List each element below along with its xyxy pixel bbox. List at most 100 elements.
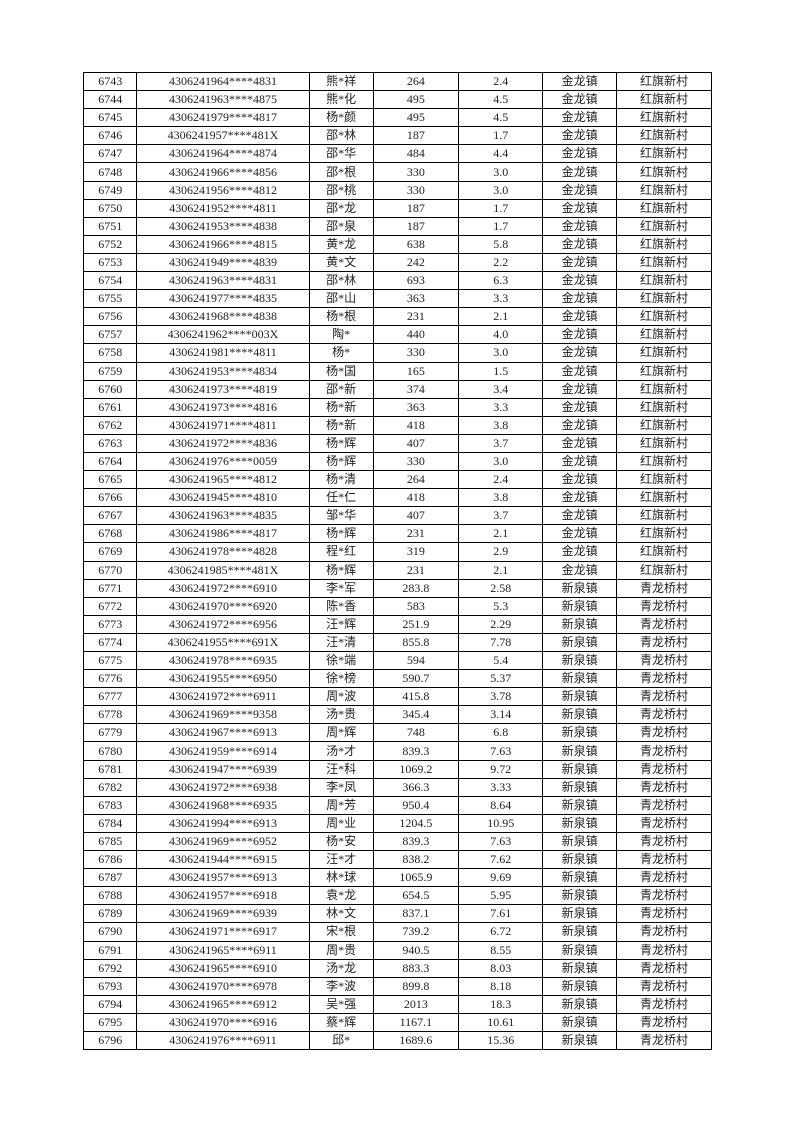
cell-name: 杨*清 <box>308 470 374 490</box>
cell-town: 金龙镇 <box>542 252 617 273</box>
cell-id-number: 4306241979****4817 <box>136 108 310 128</box>
table-row: 6786 4306241944****6915 汪*才 838.2 7.62 新泉镇 青龙桥… <box>82 850 713 870</box>
cell-village: 青龙桥村 <box>615 813 713 833</box>
cell-amount: 6.3 <box>458 271 544 291</box>
table-row: 6790 4306241971****6917 宋*根 739.2 6.72 新泉镇 青龙桥… <box>82 922 713 942</box>
cell-village: 红旗新村 <box>615 415 713 435</box>
cell-area: 231 <box>372 560 460 580</box>
cell-amount: 4.0 <box>458 325 544 345</box>
cell-id-number: 4306241964****4874 <box>136 144 310 164</box>
cell-area: 363 <box>372 289 460 309</box>
cell-id-number: 4306241969****9358 <box>136 705 310 725</box>
cell-row-number: 6768 <box>82 524 138 544</box>
table-row: 6745 4306241979****4817 杨*颜 495 4.5 金龙镇 红旗新村 <box>82 108 713 128</box>
cell-amount: 8.55 <box>458 940 544 960</box>
cell-town: 新泉镇 <box>542 1012 617 1032</box>
cell-area: 2013 <box>372 994 460 1014</box>
cell-row-number: 6788 <box>82 886 138 906</box>
cell-amount: 3.33 <box>458 777 544 797</box>
cell-name: 林*文 <box>308 904 374 924</box>
cell-amount: 7.62 <box>458 850 544 870</box>
cell-id-number: 4306241947****6939 <box>136 759 310 779</box>
table-row: 6784 4306241994****6913 周*业 1204.5 10.95 新泉镇青… <box>82 813 713 833</box>
table-row: 6766 4306241945****4810 任*仁 418 3.8 金龙镇 红旗新村 <box>82 488 713 508</box>
cell-name: 程*红 <box>308 542 374 562</box>
cell-id-number: 4306241972****6938 <box>136 777 310 797</box>
cell-row-number: 6769 <box>82 542 138 562</box>
cell-row-number: 6745 <box>82 108 138 128</box>
cell-area: 231 <box>372 307 460 327</box>
cell-name: 杨*新 <box>308 415 374 435</box>
cell-village: 青龙桥村 <box>615 723 713 743</box>
table-row: 6762 4306241971****4811 杨*新 418 3.8 金龙镇 红旗新村 <box>82 415 713 435</box>
cell-name: 周*波 <box>308 687 374 707</box>
cell-name: 邵*林 <box>308 271 374 291</box>
cell-amount: 3.3 <box>458 397 544 417</box>
cell-town: 新泉镇 <box>542 669 617 689</box>
cell-village: 青龙桥村 <box>615 940 713 960</box>
cell-id-number: 4306241965****6912 <box>136 994 310 1014</box>
cell-row-number: 6777 <box>82 687 138 707</box>
cell-row-number: 6789 <box>82 904 138 924</box>
cell-amount: 3.0 <box>458 343 544 363</box>
cell-id-number: 4306241949****4839 <box>136 252 310 273</box>
table-row: 6755 4306241977****4835 邵*山 363 3.3 金龙镇 红旗新村 <box>82 289 713 309</box>
cell-town: 新泉镇 <box>542 759 617 779</box>
cell-row-number: 6765 <box>82 470 138 490</box>
table-row: 6774 4306241955****691X 汪*清 855.8 7.78 新泉镇 青龙桥… <box>82 632 713 653</box>
cell-row-number: 6766 <box>82 488 138 508</box>
cell-row-number: 6761 <box>82 397 138 417</box>
cell-id-number: 4306241977****4835 <box>136 289 310 309</box>
cell-village: 青龙桥村 <box>615 650 713 671</box>
cell-area: 264 <box>372 71 460 92</box>
cell-name: 汤*贵 <box>308 705 374 725</box>
cell-village: 红旗新村 <box>615 343 713 363</box>
cell-amount: 9.69 <box>458 868 544 888</box>
cell-town: 新泉镇 <box>542 831 617 852</box>
cell-area: 407 <box>372 506 460 526</box>
cell-row-number: 6782 <box>82 777 138 797</box>
cell-amount: 3.7 <box>458 506 544 526</box>
cell-area: 583 <box>372 596 460 616</box>
cell-name: 杨*新 <box>308 397 374 417</box>
cell-name: 邹*华 <box>308 506 374 526</box>
cell-amount: 3.8 <box>458 415 544 435</box>
cell-amount: 5.8 <box>458 234 544 254</box>
cell-amount: 3.0 <box>458 180 544 200</box>
cell-id-number: 4306241945****4810 <box>136 488 310 508</box>
cell-id-number: 4306241994****6913 <box>136 813 310 833</box>
table-body: 6743 4306241964****4831 熊*祥 264 2.4 金龙镇 红旗新村 67… <box>82 71 713 1051</box>
cell-row-number: 6757 <box>82 325 138 345</box>
table-row: 6756 4306241968****4838 杨*根 231 2.1 金龙镇 红旗新村 <box>82 307 713 327</box>
cell-village: 青龙桥村 <box>615 1012 713 1032</box>
cell-id-number: 4306241976****6911 <box>136 1030 310 1051</box>
cell-village: 青龙桥村 <box>615 904 713 924</box>
cell-village: 青龙桥村 <box>615 669 713 689</box>
cell-row-number: 6773 <box>82 614 138 634</box>
table-row: 6749 4306241956****4812 邵*桃 330 3.0 金龙镇 红旗新村 <box>82 180 713 200</box>
cell-area: 330 <box>372 162 460 182</box>
cell-area: 407 <box>372 433 460 453</box>
cell-town: 新泉镇 <box>542 632 617 653</box>
cell-town: 金龙镇 <box>542 180 617 200</box>
cell-area: 855.8 <box>372 632 460 653</box>
table-row: 6747 4306241964****4874 邵*华 484 4.4 金龙镇 红旗新村 <box>82 144 713 164</box>
cell-name: 周*贵 <box>308 940 374 960</box>
cell-amount: 3.7 <box>458 433 544 453</box>
table-row: 6744 4306241963****4875 熊*化 495 4.5 金龙镇 红旗新村 <box>82 90 713 110</box>
cell-village: 青龙桥村 <box>615 976 713 996</box>
cell-name: 汤*龙 <box>308 958 374 978</box>
cell-name: 陶* <box>308 325 374 345</box>
table-row: 6769 4306241978****4828 程*红 319 2.9 金龙镇 红旗新村 <box>82 542 713 562</box>
cell-name: 邵*根 <box>308 162 374 182</box>
cell-row-number: 6779 <box>82 723 138 743</box>
cell-id-number: 4306241962****003X <box>136 325 310 345</box>
cell-area: 187 <box>372 198 460 218</box>
cell-id-number: 4306241953****4834 <box>136 361 310 381</box>
cell-id-number: 4306241963****4875 <box>136 90 310 110</box>
cell-town: 新泉镇 <box>542 777 617 797</box>
cell-row-number: 6793 <box>82 976 138 996</box>
table-row: 6775 4306241978****6935 徐*端 594 5.4 新泉镇 青龙桥村 <box>82 650 713 671</box>
cell-town: 金龙镇 <box>542 144 617 164</box>
cell-town: 新泉镇 <box>542 868 617 888</box>
